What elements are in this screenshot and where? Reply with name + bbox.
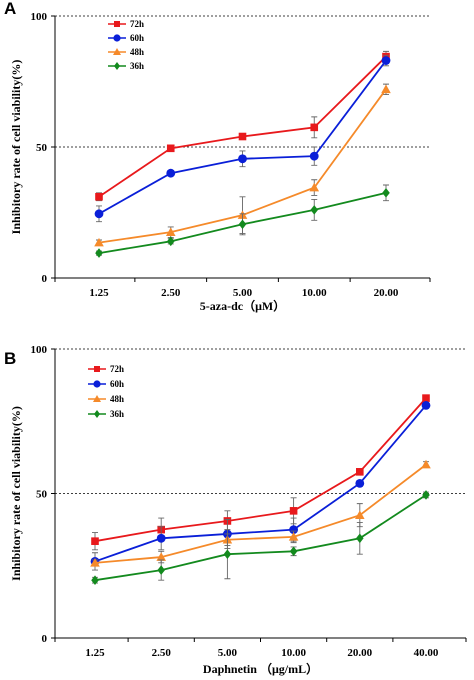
panel-label: A [4,0,16,18]
legend-label: 60h [110,379,124,389]
data-point [309,151,319,161]
data-point [157,565,165,575]
data-point [166,144,175,153]
x-tick-label: 2.50 [152,647,172,659]
series-line [94,463,427,564]
x-tick-label: 1.25 [89,287,109,299]
panel-label: B [4,349,16,368]
data-point [382,188,390,198]
data-point [422,490,430,500]
data-point [356,533,364,544]
data-point [238,154,247,164]
legend-entry: 36h [88,409,124,419]
legend-label: 36h [110,409,124,419]
data-point [165,227,176,236]
legend-label: 48h [110,394,124,404]
y-tick-label: 100 [31,344,48,356]
series-line [94,494,427,582]
legend-marker [94,366,100,372]
x-tick-label: 10.00 [302,287,327,299]
data-point [421,400,431,410]
data-point [355,478,365,488]
data-point [421,459,431,469]
y-axis-label: Inhibitory rate of cell viability(%) [9,406,23,581]
legend-entry: 48h [88,394,124,404]
data-point [223,549,232,559]
data-point [91,537,99,545]
data-point [94,209,104,219]
x-tick-label: 20.00 [374,287,399,299]
data-point [156,552,166,561]
legend-marker [93,380,101,388]
chart-panel-b: B 0 50 100 1.25 2.50 5.00 10.00 20.00 40.00 Daphne… [4,344,467,676]
series-line [94,397,427,543]
y-tick-label: 0 [42,633,48,645]
chart-panel-a: A 0 50 100 1.25 2.50 5.00 10.00 20.00 5-aza-dc（μM… [4,0,431,313]
data-point [238,219,247,230]
legend-marker [113,34,121,42]
data-point [166,168,176,178]
data-point [238,132,247,141]
y-tick-label: 50 [36,142,48,154]
series-36h [91,490,430,585]
legend-label: 72h [110,364,124,374]
x-axis-label: Daphnetin （μg/mL） [203,661,318,676]
x-axis-label: 5-aza-dc（μM） [200,298,285,313]
data-point [156,533,166,543]
legend-marker [113,48,121,55]
legend-label: 48h [130,47,144,57]
series-60h [94,54,391,223]
data-point [94,237,104,247]
legend-entry: 60h [108,33,144,43]
series-line [98,55,387,198]
data-point [309,182,320,192]
data-point [289,525,298,535]
x-tick-label: 5.00 [233,287,253,299]
legend-label: 36h [130,61,144,71]
legend-entry: 36h [108,61,144,71]
legend-marker [94,410,100,418]
legend-entry: 48h [108,47,144,57]
data-point [95,192,103,201]
legend-marker [114,62,120,70]
data-point [310,123,319,132]
data-point [166,236,175,247]
data-point [355,510,365,519]
data-point [288,532,299,541]
y-tick-label: 50 [36,489,48,501]
series-36h [95,184,390,258]
x-tick-label: 2.50 [161,287,181,299]
y-axis-label: Inhibitory rate of cell viability(%) [9,60,23,235]
legend-entry: 72h [88,364,124,374]
legend-label: 60h [130,33,144,43]
data-point [289,546,298,557]
legend-marker [93,395,101,402]
series-48h [90,459,431,567]
data-point [91,575,99,585]
data-point [310,205,319,215]
x-tick-label: 40.00 [414,647,439,659]
data-point [356,468,364,476]
data-point [381,56,391,65]
series-line [94,404,427,563]
x-tick-label: 5.00 [218,647,238,659]
data-point [422,394,430,402]
y-tick-label: 0 [42,273,48,285]
series-72h [95,50,390,202]
legend-marker [114,21,120,27]
x-tick-label: 1.25 [85,647,105,659]
legend-label: 72h [130,19,144,29]
data-point [289,507,298,515]
data-point [95,248,103,258]
x-tick-label: 20.00 [347,647,372,659]
data-point [381,84,391,94]
series-60h [90,400,431,571]
data-point [90,558,100,567]
x-tick-label: 10.00 [281,647,306,659]
legend-entry: 72h [108,19,144,29]
y-tick-label: 100 [31,11,48,23]
legend-entry: 60h [88,379,124,389]
